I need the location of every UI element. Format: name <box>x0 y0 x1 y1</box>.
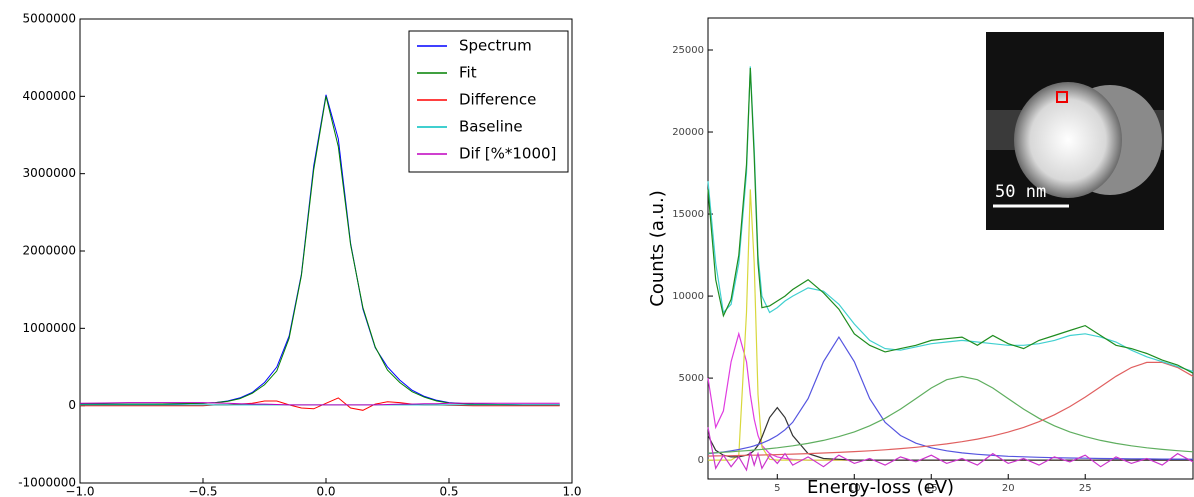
series-line <box>707 331 1193 461</box>
y-tick-label: 2000000 <box>23 244 76 258</box>
x-tick-label: 5 <box>774 483 780 494</box>
x-tick-label: 0.5 <box>439 485 458 497</box>
x-tick-label: 25 <box>1079 483 1092 494</box>
legend-label: Baseline <box>459 118 523 136</box>
y-axis-label: Counts (a.u.) <box>647 190 668 306</box>
legend-label: Fit <box>459 64 477 82</box>
scale-bar-label: 50 nm <box>995 182 1046 202</box>
series-line <box>707 335 1194 460</box>
x-tick-label: −0.5 <box>188 485 217 497</box>
y-tick-label: 1000000 <box>23 321 76 335</box>
y-tick-label: 5000 <box>679 373 704 384</box>
series-line <box>79 402 560 406</box>
series-line <box>707 375 1194 454</box>
series-line <box>707 67 1194 374</box>
legend-label: Spectrum <box>459 37 532 55</box>
y-tick-label: 15000 <box>672 209 704 220</box>
legend-label: Dif [%*1000] <box>459 145 556 163</box>
y-tick-label: 0 <box>698 455 704 466</box>
series-line <box>707 406 1193 461</box>
y-tick-label: 25000 <box>672 45 704 56</box>
y-tick-label: -1000000 <box>18 476 76 490</box>
x-tick-label: 15 <box>925 483 938 494</box>
inset-particle <box>1014 82 1122 198</box>
series-line <box>707 361 1194 457</box>
y-tick-label: 3000000 <box>23 166 76 180</box>
y-tick-label: 20000 <box>672 127 704 138</box>
x-axis-label: Energy-loss (eV) <box>807 477 954 497</box>
y-tick-label: 5000000 <box>23 12 76 26</box>
y-tick-label: 10000 <box>672 291 704 302</box>
series-line <box>707 427 1194 472</box>
inset-marker <box>1056 91 1068 103</box>
legend-box <box>408 30 569 173</box>
x-tick-label: 10 <box>848 483 861 494</box>
y-tick-label: 4000000 <box>23 89 76 103</box>
legend-label: Difference <box>459 91 536 109</box>
x-tick-label: 0.0 <box>316 485 335 497</box>
inset-image: 50 nm <box>986 32 1164 230</box>
plot-area <box>707 17 1194 480</box>
series-line <box>708 189 1193 461</box>
x-tick-label: −1.0 <box>65 485 94 497</box>
x-tick-label: 1.0 <box>562 485 581 497</box>
y-tick-label: 0 <box>68 398 76 412</box>
x-tick-label: 20 <box>1002 483 1015 494</box>
